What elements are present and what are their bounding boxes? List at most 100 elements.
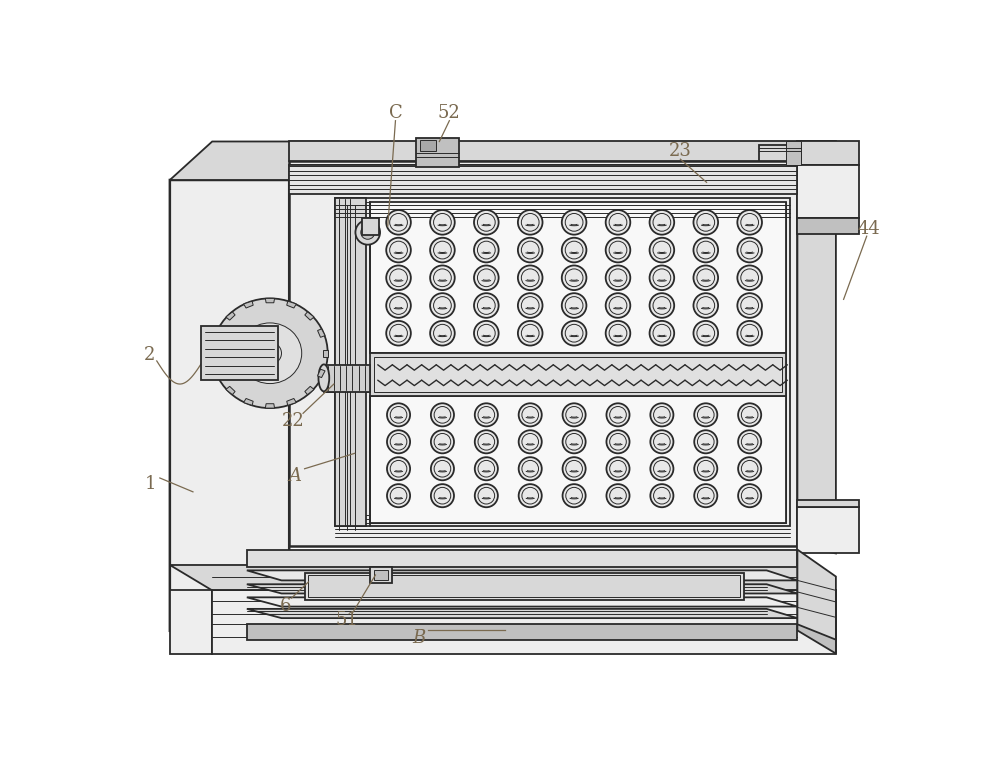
Bar	[416, 138, 459, 167]
Text: 51: 51	[336, 610, 358, 629]
Polygon shape	[287, 301, 296, 308]
Polygon shape	[370, 395, 786, 523]
Circle shape	[361, 226, 375, 239]
Polygon shape	[318, 369, 325, 378]
Text: B: B	[412, 629, 425, 647]
Circle shape	[431, 431, 454, 453]
Polygon shape	[797, 165, 859, 219]
Circle shape	[650, 403, 673, 427]
Circle shape	[606, 238, 630, 262]
Circle shape	[519, 484, 542, 507]
Bar	[324, 365, 370, 392]
Circle shape	[386, 238, 411, 262]
Circle shape	[738, 484, 761, 507]
Polygon shape	[201, 326, 278, 380]
Polygon shape	[265, 299, 275, 303]
Circle shape	[430, 265, 455, 290]
Circle shape	[606, 457, 630, 480]
Polygon shape	[247, 624, 797, 639]
Circle shape	[387, 431, 410, 453]
Polygon shape	[170, 142, 339, 180]
Polygon shape	[370, 202, 786, 354]
Ellipse shape	[238, 323, 302, 383]
Circle shape	[606, 484, 630, 507]
Circle shape	[430, 321, 455, 345]
Polygon shape	[247, 571, 797, 581]
Polygon shape	[226, 312, 235, 320]
Polygon shape	[244, 399, 253, 405]
Polygon shape	[305, 386, 314, 395]
Text: 52: 52	[438, 104, 461, 122]
Circle shape	[518, 210, 543, 235]
Circle shape	[562, 321, 586, 345]
Circle shape	[737, 265, 762, 290]
Polygon shape	[289, 142, 797, 161]
Circle shape	[474, 238, 499, 262]
Circle shape	[694, 403, 717, 427]
Bar	[374, 570, 388, 581]
Polygon shape	[170, 596, 339, 642]
Polygon shape	[335, 197, 366, 527]
Circle shape	[563, 431, 586, 453]
Circle shape	[518, 265, 543, 290]
Circle shape	[606, 210, 630, 235]
Circle shape	[519, 457, 542, 480]
Circle shape	[387, 484, 410, 507]
Circle shape	[386, 210, 411, 235]
Circle shape	[519, 431, 542, 453]
Circle shape	[430, 293, 455, 318]
Polygon shape	[323, 350, 328, 357]
Polygon shape	[215, 369, 222, 378]
Circle shape	[693, 210, 718, 235]
Polygon shape	[374, 357, 782, 392]
Circle shape	[738, 403, 761, 427]
Polygon shape	[226, 386, 235, 395]
Text: 2: 2	[143, 346, 155, 363]
Circle shape	[737, 321, 762, 345]
Circle shape	[474, 321, 499, 345]
Polygon shape	[287, 399, 296, 405]
Circle shape	[650, 210, 674, 235]
Text: 23: 23	[669, 142, 692, 161]
Polygon shape	[797, 142, 859, 165]
Circle shape	[650, 431, 673, 453]
Circle shape	[650, 457, 673, 480]
Bar	[786, 142, 801, 165]
Circle shape	[431, 403, 454, 427]
Circle shape	[475, 457, 498, 480]
Ellipse shape	[318, 364, 329, 392]
Bar	[759, 146, 801, 161]
Circle shape	[693, 238, 718, 262]
Circle shape	[650, 238, 674, 262]
Circle shape	[518, 293, 543, 318]
Circle shape	[518, 238, 543, 262]
Circle shape	[650, 484, 673, 507]
Text: 44: 44	[858, 219, 880, 238]
Circle shape	[606, 293, 630, 318]
Circle shape	[650, 265, 674, 290]
Circle shape	[355, 220, 380, 245]
Circle shape	[563, 457, 586, 480]
Circle shape	[694, 431, 717, 453]
Circle shape	[737, 293, 762, 318]
Ellipse shape	[212, 299, 328, 408]
Polygon shape	[305, 573, 744, 600]
Polygon shape	[170, 565, 836, 591]
Circle shape	[430, 210, 455, 235]
Polygon shape	[797, 142, 836, 161]
Circle shape	[562, 238, 586, 262]
Circle shape	[650, 293, 674, 318]
Circle shape	[386, 321, 411, 345]
Text: 6: 6	[280, 597, 291, 615]
Circle shape	[474, 265, 499, 290]
Circle shape	[738, 457, 761, 480]
Bar	[370, 567, 392, 583]
Bar	[420, 140, 436, 151]
Circle shape	[562, 210, 586, 235]
Text: C: C	[389, 104, 402, 122]
Circle shape	[606, 265, 630, 290]
Polygon shape	[797, 161, 836, 553]
Circle shape	[475, 403, 498, 427]
Circle shape	[386, 265, 411, 290]
Polygon shape	[305, 312, 314, 320]
